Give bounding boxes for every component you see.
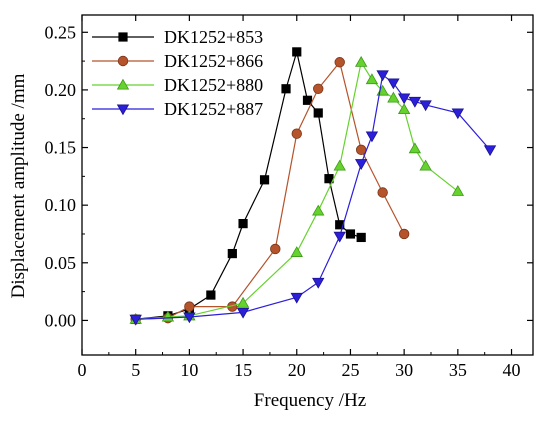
triangle-down-marker (312, 277, 325, 289)
x-tick-label: 25 (341, 360, 359, 380)
circle-marker (334, 57, 345, 68)
x-tick-label: 20 (288, 360, 306, 380)
legend-label: DK1252+880 (164, 75, 263, 95)
x-tick-label: 15 (234, 360, 252, 380)
triangle-down-marker (408, 96, 422, 108)
triangle-up-marker (116, 78, 130, 90)
triangle-down-marker (355, 159, 368, 170)
axis-ticks: 0 5 10 15 20 25 30 35 40 0.00 0.05 0.10 0.15 0.20 0.25 (45, 15, 533, 380)
triangle-up-marker (365, 73, 379, 85)
square-marker (313, 108, 323, 118)
y-tick-label: 0.20 (45, 80, 77, 100)
triangle-down-marker (419, 100, 432, 112)
triangle-up-marker (290, 246, 303, 257)
square-marker (238, 219, 248, 229)
y-tick-label: 0.25 (45, 22, 77, 42)
triangle-up-marker (387, 91, 400, 103)
square-marker (281, 84, 291, 94)
triangle-up-marker (161, 310, 175, 322)
y-tick-label: 0.10 (45, 195, 77, 215)
x-tick-label: 5 (131, 360, 140, 380)
triangle-down-marker (290, 292, 303, 304)
triangle-down-marker (451, 108, 465, 120)
circle-marker (291, 128, 302, 139)
triangle-up-marker (355, 55, 368, 67)
triangle-up-marker (408, 142, 422, 154)
triangle-down-marker (397, 93, 411, 105)
series-2 (130, 57, 410, 325)
triangle-down-marker (333, 231, 346, 243)
square-marker (206, 290, 216, 300)
legend-label: DK1252+853 (164, 27, 263, 47)
square-marker (227, 248, 237, 259)
series-4 (129, 70, 497, 326)
series-layer (129, 47, 497, 326)
triangle-up-marker (419, 159, 432, 171)
circle-marker (270, 243, 281, 255)
y-tick-label: 0.15 (45, 138, 77, 158)
triangle-up-marker (312, 204, 325, 216)
triangle-down-marker (365, 131, 379, 143)
legend-item-3: DK1252+880 (92, 75, 263, 95)
triangle-up-marker (333, 159, 346, 171)
square-marker (335, 220, 345, 230)
triangle-down-marker (116, 104, 130, 116)
y-tick-label: 0.00 (45, 310, 77, 330)
square-marker (118, 32, 128, 42)
x-axis-label: Frequency /Hz (254, 390, 366, 411)
triangle-down-marker (129, 314, 142, 326)
plot-frame (81, 14, 534, 356)
circle-marker (117, 55, 129, 67)
y-tick-label: 0.05 (45, 253, 77, 273)
square-marker (302, 95, 313, 105)
legend-item-4: DK1252+887 (92, 99, 263, 119)
x-tick-label: 35 (449, 360, 467, 380)
circle-marker (398, 228, 410, 240)
circle-marker (313, 83, 324, 94)
triangle-up-marker (236, 296, 250, 308)
triangle-down-marker (387, 78, 400, 90)
x-tick-label: 10 (180, 360, 198, 380)
legend-label: DK1252+866 (164, 51, 263, 71)
legend: DK1252+853 DK1252+866 DK1252+880 DK1252+887 (92, 27, 263, 119)
y-axis-label: Displacement amplitude /mm (8, 73, 29, 298)
square-marker (292, 47, 302, 57)
legend-item-1: DK1252+853 (92, 27, 263, 47)
circle-marker (355, 144, 367, 156)
square-marker (259, 175, 270, 185)
legend-item-2: DK1252+866 (92, 51, 263, 71)
triangle-up-marker (451, 185, 465, 196)
triangle-down-marker (236, 307, 250, 319)
square-marker (356, 232, 366, 243)
x-tick-label: 40 (503, 360, 521, 380)
triangle-down-marker (376, 70, 389, 82)
square-marker (345, 229, 356, 239)
legend-label: DK1252+887 (164, 99, 263, 119)
triangle-up-marker (397, 103, 411, 115)
x-tick-label: 30 (395, 360, 413, 380)
x-tick-label: 0 (78, 360, 87, 380)
circle-marker (377, 187, 388, 198)
triangle-down-marker (483, 145, 497, 157)
series-3 (129, 55, 465, 324)
triangle-down-marker (183, 312, 196, 324)
